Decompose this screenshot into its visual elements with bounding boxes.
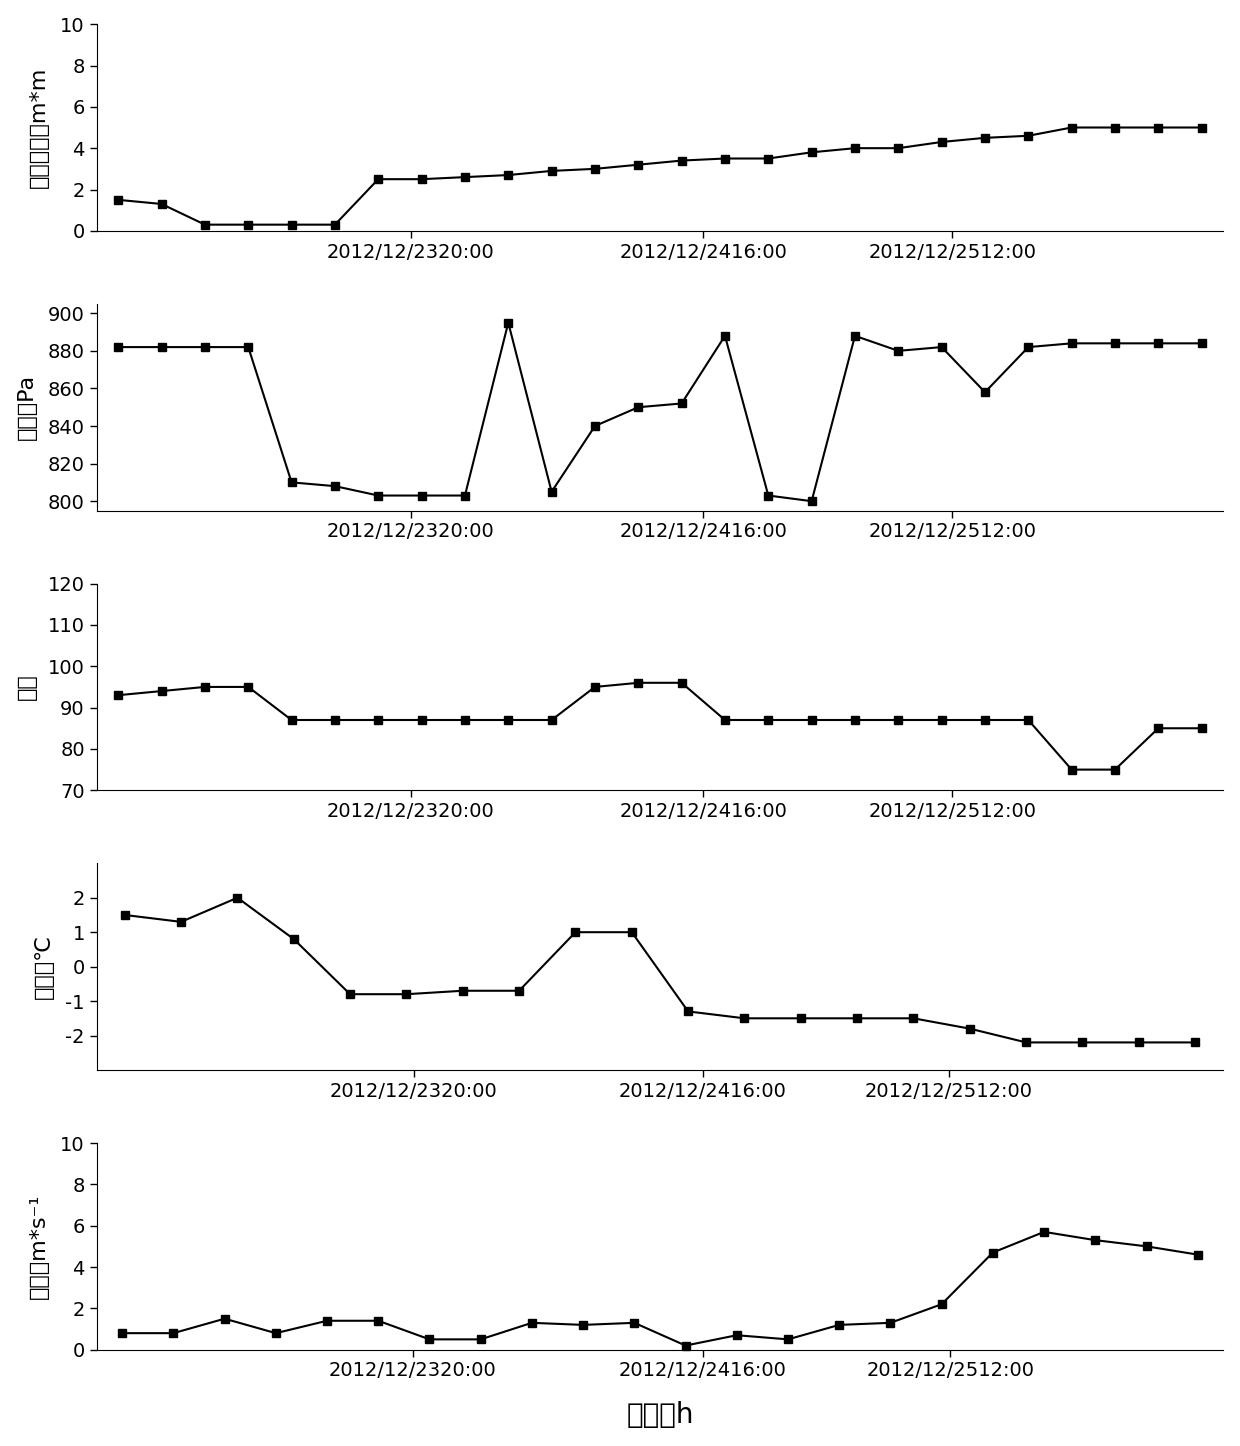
X-axis label: 时间／h: 时间／h [626,1401,693,1429]
Y-axis label: 气压／Pa: 气压／Pa [16,375,37,440]
Y-axis label: 覆冰厚度／m*m: 覆冰厚度／m*m [29,67,50,188]
Y-axis label: 风速／m*s⁻¹: 风速／m*s⁻¹ [29,1193,50,1299]
Y-axis label: 湿度: 湿度 [16,674,37,700]
Y-axis label: 温度／℃: 温度／℃ [35,934,55,999]
